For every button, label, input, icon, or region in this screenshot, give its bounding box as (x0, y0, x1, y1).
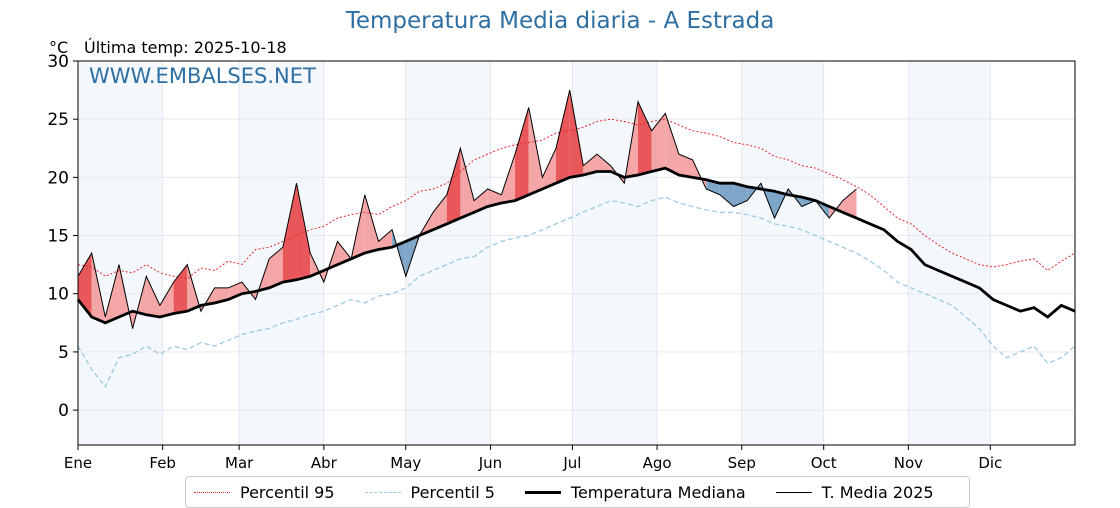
legend-label-current: T. Media 2025 (822, 483, 934, 502)
month-band (742, 61, 824, 445)
y-tick-label: 15 (47, 227, 69, 247)
y-tick-label: 30 (47, 52, 69, 72)
x-tick-label: Ago (643, 454, 672, 472)
x-tick-label: Feb (149, 454, 176, 472)
x-tick-label: Jul (562, 454, 581, 472)
above-median-fill (515, 108, 529, 201)
above-median-fill (556, 90, 570, 183)
legend: Percentil 95 Percentil 5 Temperatura Med… (185, 476, 970, 508)
x-tick-label: May (390, 454, 421, 472)
x-tick-label: Mar (225, 454, 254, 472)
legend-swatch-p5 (365, 492, 401, 493)
legend-item-p95: Percentil 95 (194, 483, 335, 502)
x-tick-label: Nov (894, 454, 923, 472)
y-tick-label: 0 (58, 401, 69, 421)
x-tick-label: Jun (478, 454, 502, 472)
legend-swatch-current (776, 492, 812, 493)
month-band (406, 61, 491, 445)
x-tick-label: Sep (728, 454, 756, 472)
tick-labels: 0 5 10 15 20 25 30 Ene Feb Mar Abr May Jun Jul Ago Sep O… (47, 52, 1002, 472)
month-band (78, 61, 163, 445)
below-median-fill (720, 183, 734, 206)
above-median-fill (665, 113, 679, 175)
legend-label-median: Temperatura Mediana (571, 483, 746, 502)
y-tick-label: 5 (58, 343, 69, 363)
x-tick-label: Abr (311, 454, 338, 472)
above-median-fill (174, 265, 188, 314)
x-tick-label: Dic (978, 454, 1002, 472)
legend-label-p95: Percentil 95 (240, 483, 335, 502)
legend-item-median: Temperatura Mediana (525, 483, 746, 502)
month-bands (78, 61, 990, 445)
y-tick-label: 25 (47, 110, 69, 130)
x-tick-label: Ene (64, 454, 92, 472)
legend-swatch-median (525, 491, 561, 494)
above-median-fill (529, 108, 543, 195)
y-tick-label: 20 (47, 168, 69, 188)
watermark: WWW.EMBALSES.NET (89, 64, 316, 88)
x-tick-label: Oct (811, 454, 837, 472)
legend-label-p5: Percentil 5 (411, 483, 495, 502)
legend-swatch-p95 (194, 492, 230, 493)
above-median-fill (679, 154, 693, 177)
legend-item-p5: Percentil 5 (365, 483, 495, 502)
legend-item-current: T. Media 2025 (776, 483, 934, 502)
month-band (908, 61, 990, 445)
y-tick-label: 10 (47, 285, 69, 305)
